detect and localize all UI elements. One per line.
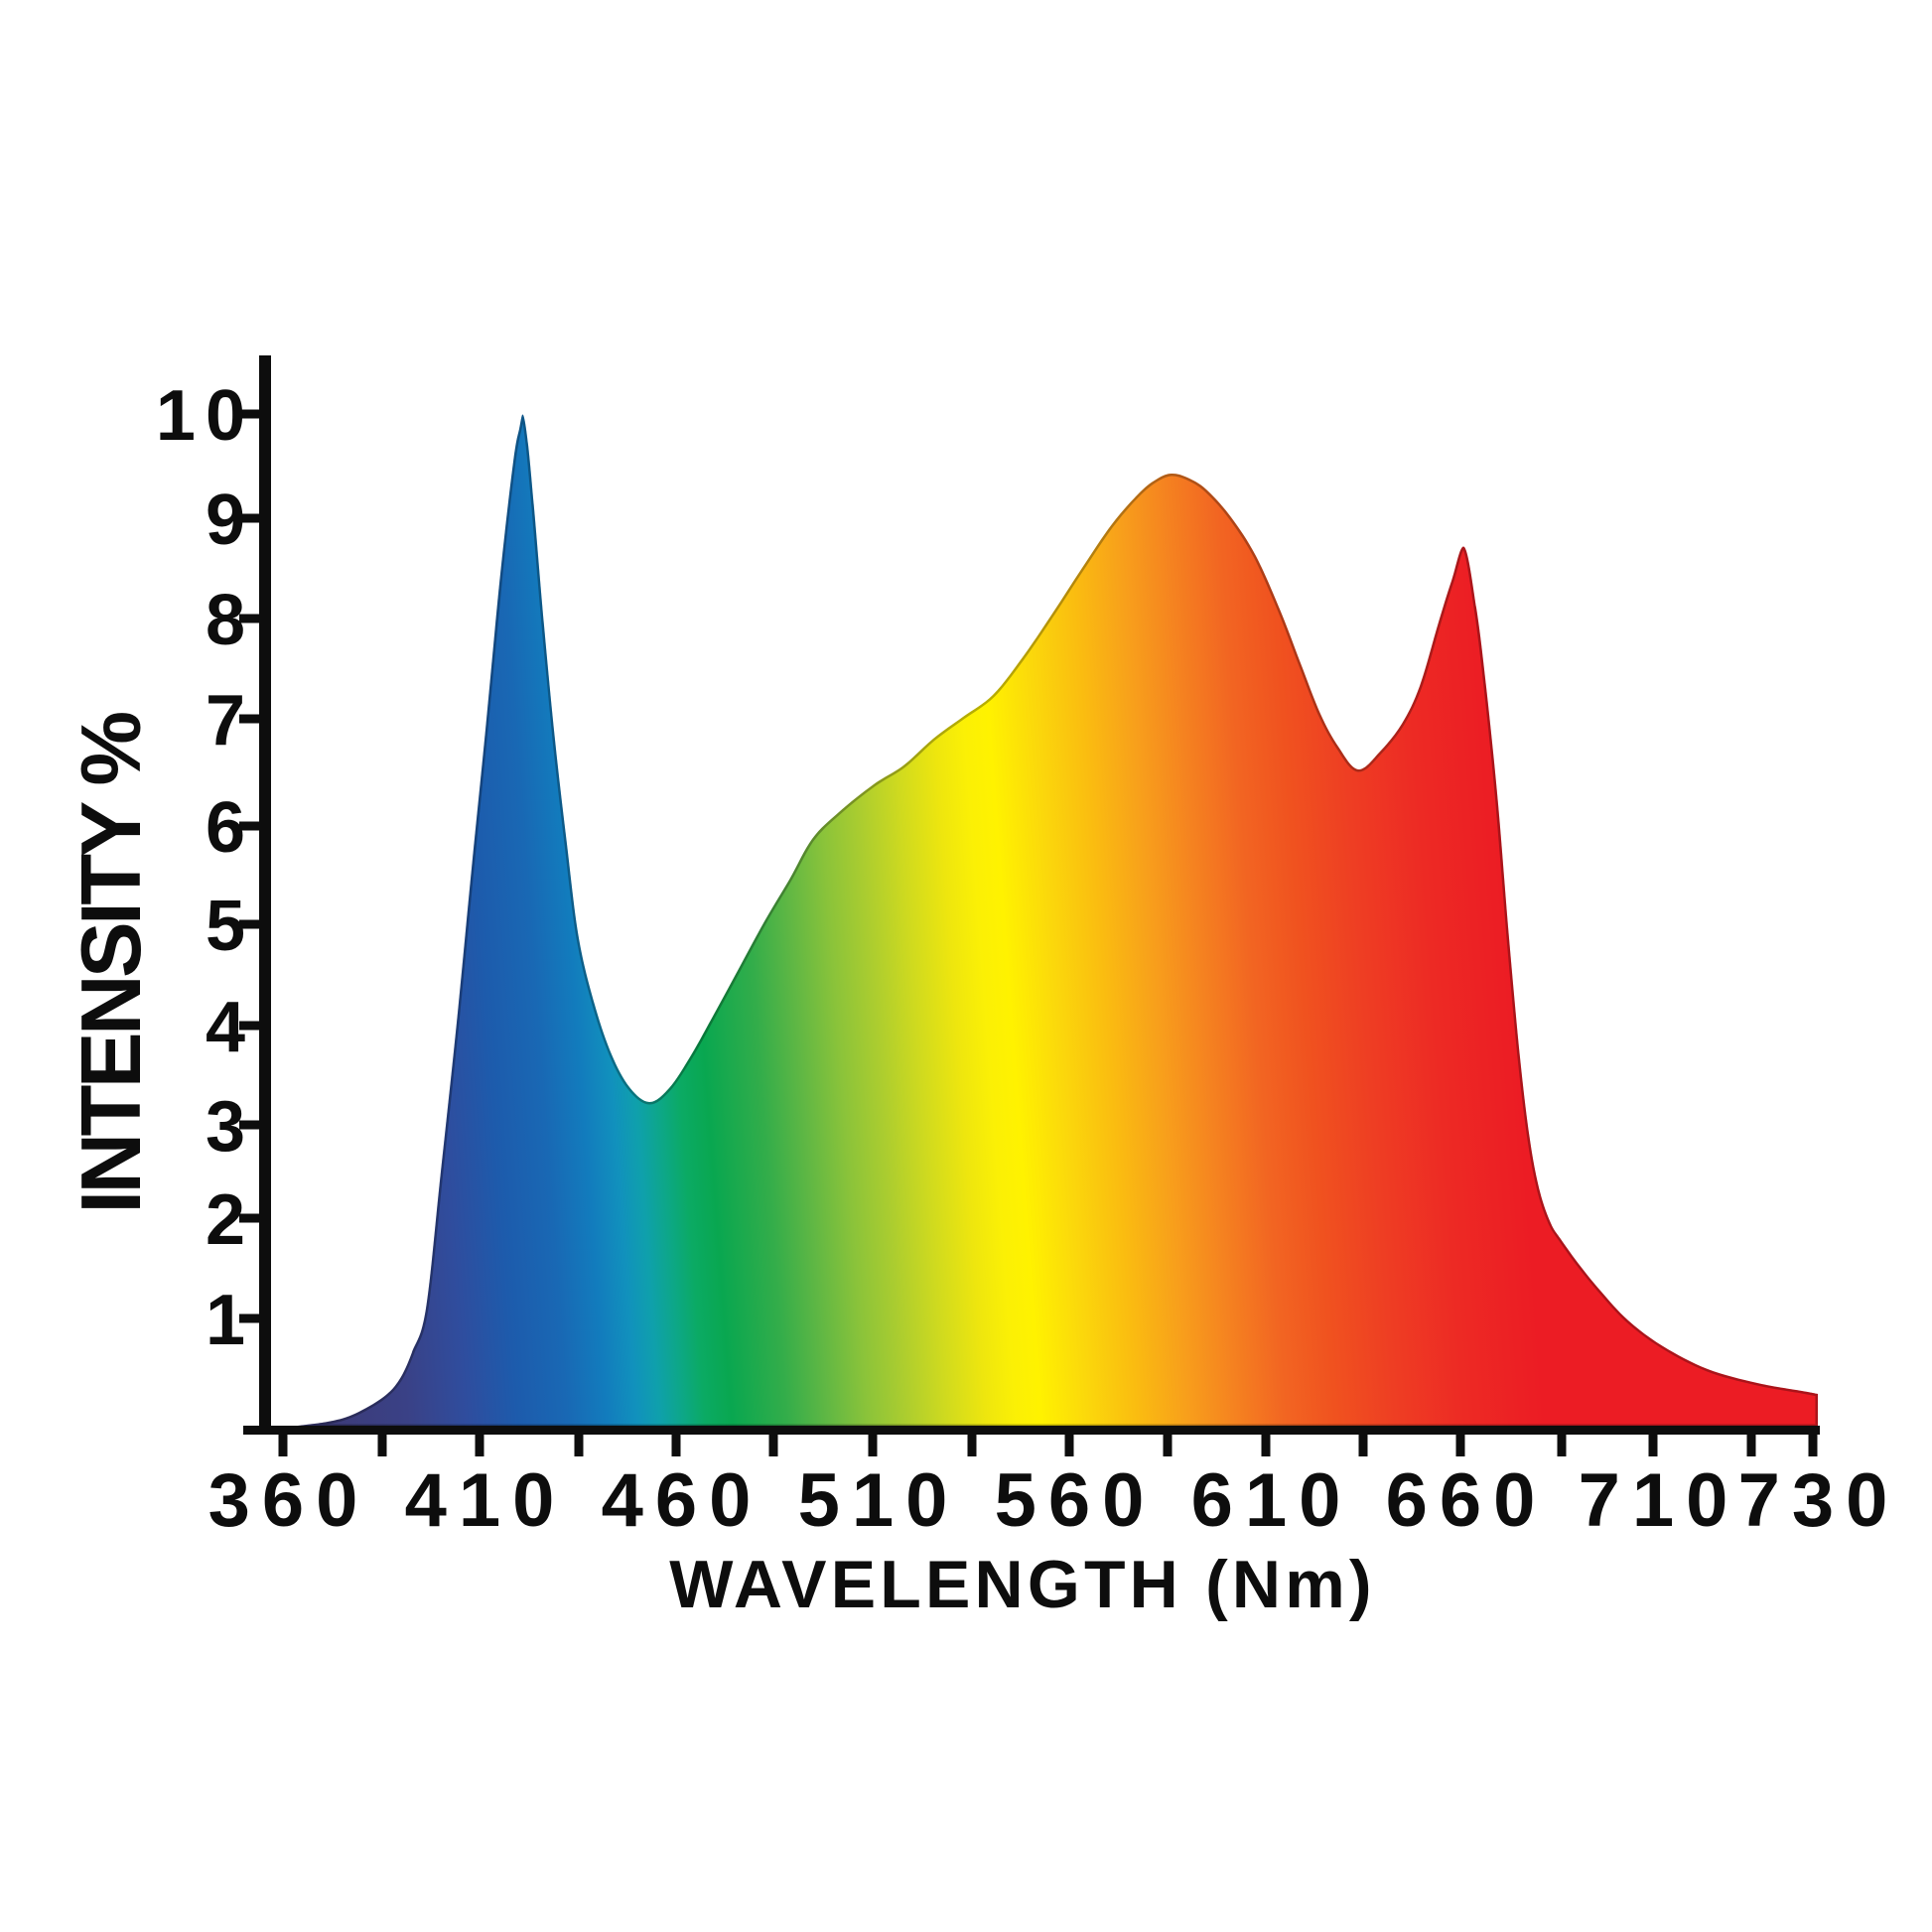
- svg-text:460: 460: [602, 1458, 763, 1543]
- svg-text:WAVELENGTH (Nm): WAVELENGTH (Nm): [669, 1547, 1376, 1622]
- svg-text:7: 7: [206, 681, 255, 760]
- svg-text:9: 9: [206, 481, 255, 560]
- svg-text:5: 5: [206, 887, 255, 966]
- svg-text:INTENSITY %: INTENSITY %: [65, 713, 159, 1214]
- svg-text:4: 4: [206, 988, 255, 1067]
- svg-text:560: 560: [995, 1458, 1157, 1543]
- svg-text:510: 510: [798, 1458, 960, 1543]
- svg-text:610: 610: [1191, 1458, 1353, 1543]
- svg-text:410: 410: [405, 1458, 567, 1543]
- svg-text:2: 2: [206, 1180, 255, 1260]
- svg-text:360: 360: [208, 1458, 370, 1543]
- svg-text:3: 3: [206, 1087, 255, 1167]
- svg-text:6: 6: [206, 788, 255, 868]
- svg-text:8: 8: [206, 581, 255, 660]
- svg-text:730: 730: [1738, 1458, 1900, 1543]
- svg-text:660: 660: [1386, 1458, 1548, 1543]
- svg-text:1: 1: [206, 1281, 255, 1360]
- svg-text:10: 10: [156, 376, 255, 456]
- svg-text:710: 710: [1579, 1458, 1740, 1543]
